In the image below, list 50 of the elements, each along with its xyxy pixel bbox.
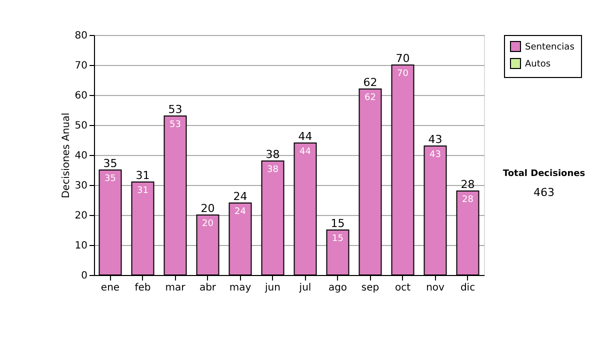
x-tick-label: mar: [165, 282, 186, 294]
total-label: 62: [363, 76, 378, 89]
y-tick-label: 60: [74, 90, 88, 102]
total-label: 38: [266, 148, 280, 161]
y-tick-label: 80: [74, 30, 88, 42]
total-label: 28: [460, 178, 475, 191]
text: 463: [534, 186, 554, 199]
total-label: 31: [136, 169, 150, 182]
data-label: 35: [104, 174, 116, 184]
data-label: 53: [170, 120, 181, 130]
y-tick-label: 0: [81, 270, 88, 282]
y-axis-title: Decisiones Anual: [60, 112, 72, 198]
y-tick-label: 10: [74, 240, 88, 252]
y-tick-label: 30: [74, 180, 88, 192]
x-tick-label: jul: [298, 282, 312, 294]
x-tick-label: sep: [361, 282, 380, 294]
y-tick-label: 20: [74, 210, 88, 222]
data-label: 70: [397, 69, 409, 79]
text: Total Decisiones: [502, 169, 586, 179]
y-tick-label: 40: [74, 150, 88, 162]
total-label: 24: [233, 190, 248, 203]
x-tick-label: feb: [134, 282, 151, 294]
x-tick-label: abr: [199, 282, 217, 294]
data-label: 31: [137, 186, 148, 196]
total-label: 53: [168, 103, 182, 116]
data-label: 44: [300, 147, 312, 157]
x-tick-label: may: [229, 282, 252, 294]
x-tick-label: jun: [264, 282, 280, 294]
x-tick-label: nov: [426, 282, 445, 294]
data-label: 15: [332, 234, 344, 244]
data-label: 20: [202, 219, 214, 229]
x-tick-label: ene: [100, 282, 120, 294]
legend-label: Sentencias: [525, 42, 575, 52]
data-label: 38: [267, 165, 279, 175]
data-label: 28: [462, 195, 474, 205]
x-tick-label: oct: [394, 282, 411, 294]
total-label: 15: [330, 217, 345, 230]
data-label: 43: [430, 150, 441, 160]
x-tick-label: ago: [328, 282, 348, 294]
legend-label: Autos: [525, 60, 551, 70]
total-label: 35: [103, 157, 118, 170]
total-label: 43: [428, 133, 442, 146]
total-label: 70: [396, 52, 410, 65]
y-tick-label: 50: [74, 120, 88, 132]
total-label: 44: [298, 130, 312, 143]
total-label: 20: [200, 202, 215, 215]
x-tick-label: dic: [460, 282, 476, 294]
data-label: 62: [364, 93, 376, 103]
data-label: 24: [234, 207, 246, 217]
y-tick-label: 70: [74, 60, 88, 72]
